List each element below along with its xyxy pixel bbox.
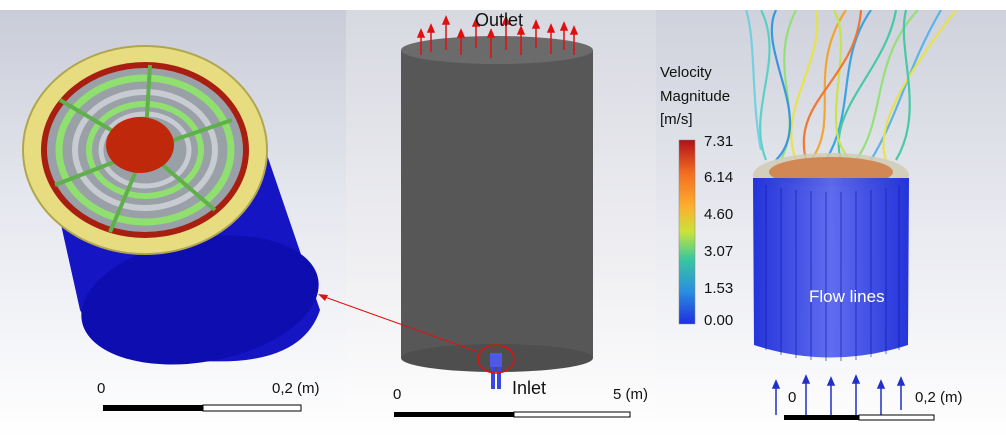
vane-ring-4	[98, 111, 192, 189]
streamlines-upper	[744, 10, 957, 161]
inlet-highlight-circle	[477, 344, 515, 374]
scale-bar-black	[784, 415, 859, 420]
flowlines-panel: Velocity Magnitude [m/s] 7.31 6.14 4.60 …	[656, 10, 1006, 439]
outlet-arrows	[416, 15, 579, 58]
device-closeup-panel: 0 0,2 (m)	[0, 10, 346, 439]
legend-tick-0: 7.31	[704, 133, 734, 150]
inlet-arrows	[771, 374, 906, 415]
device-body	[753, 178, 909, 358]
scale-bar-white	[513, 411, 631, 418]
legend-tick-5: 0.00	[704, 312, 734, 329]
flowlines-drawing	[678, 10, 957, 421]
legend-tick-3: 3.07	[704, 243, 734, 260]
vane-ring-1	[55, 74, 235, 226]
scale-bar-black	[103, 405, 203, 411]
scale-end-label: 5 (m)	[613, 386, 648, 403]
scale-end-label: 0,2 (m)	[272, 380, 320, 397]
tank-body	[401, 50, 593, 358]
scale-start-label: 0	[393, 386, 402, 403]
body-flow-lines	[765, 185, 900, 361]
tank-drawing	[394, 15, 631, 418]
legend-tick-4: 1.53	[704, 280, 734, 297]
legend-unit: [m/s]	[660, 111, 693, 128]
cylinder-bottom	[81, 235, 319, 365]
scale-start-label: 0	[97, 380, 106, 397]
inlet-device	[490, 353, 502, 367]
inlet-label: Inlet	[512, 378, 547, 398]
scale-bar-white	[858, 414, 935, 421]
scale-bar-white	[202, 404, 302, 412]
vane-ring-2	[72, 89, 218, 211]
tank-top	[401, 36, 593, 64]
legend-tick-2: 4.60	[704, 206, 734, 223]
scale-bar-black	[394, 412, 514, 417]
tank-panel: Outlet Inlet 0 5 (m)	[346, 10, 656, 439]
flow-lines-label: Flow lines	[809, 287, 885, 306]
outlet-label: Outlet	[475, 10, 524, 30]
inlet-pipe-2	[497, 367, 501, 389]
legend-title-line2: Magnitude	[660, 88, 731, 105]
colorbar	[678, 139, 696, 325]
legend-title-line1: Velocity	[660, 64, 712, 81]
legend-tick-1: 6.14	[704, 169, 734, 186]
scale-end-label: 0,2 (m)	[915, 389, 963, 406]
device-closeup-drawing	[22, 45, 320, 412]
inlet-pipe-1	[491, 367, 495, 389]
vane-ring-3	[86, 101, 204, 199]
inner-red-core	[106, 117, 174, 173]
scale-start-label: 0	[788, 389, 797, 406]
